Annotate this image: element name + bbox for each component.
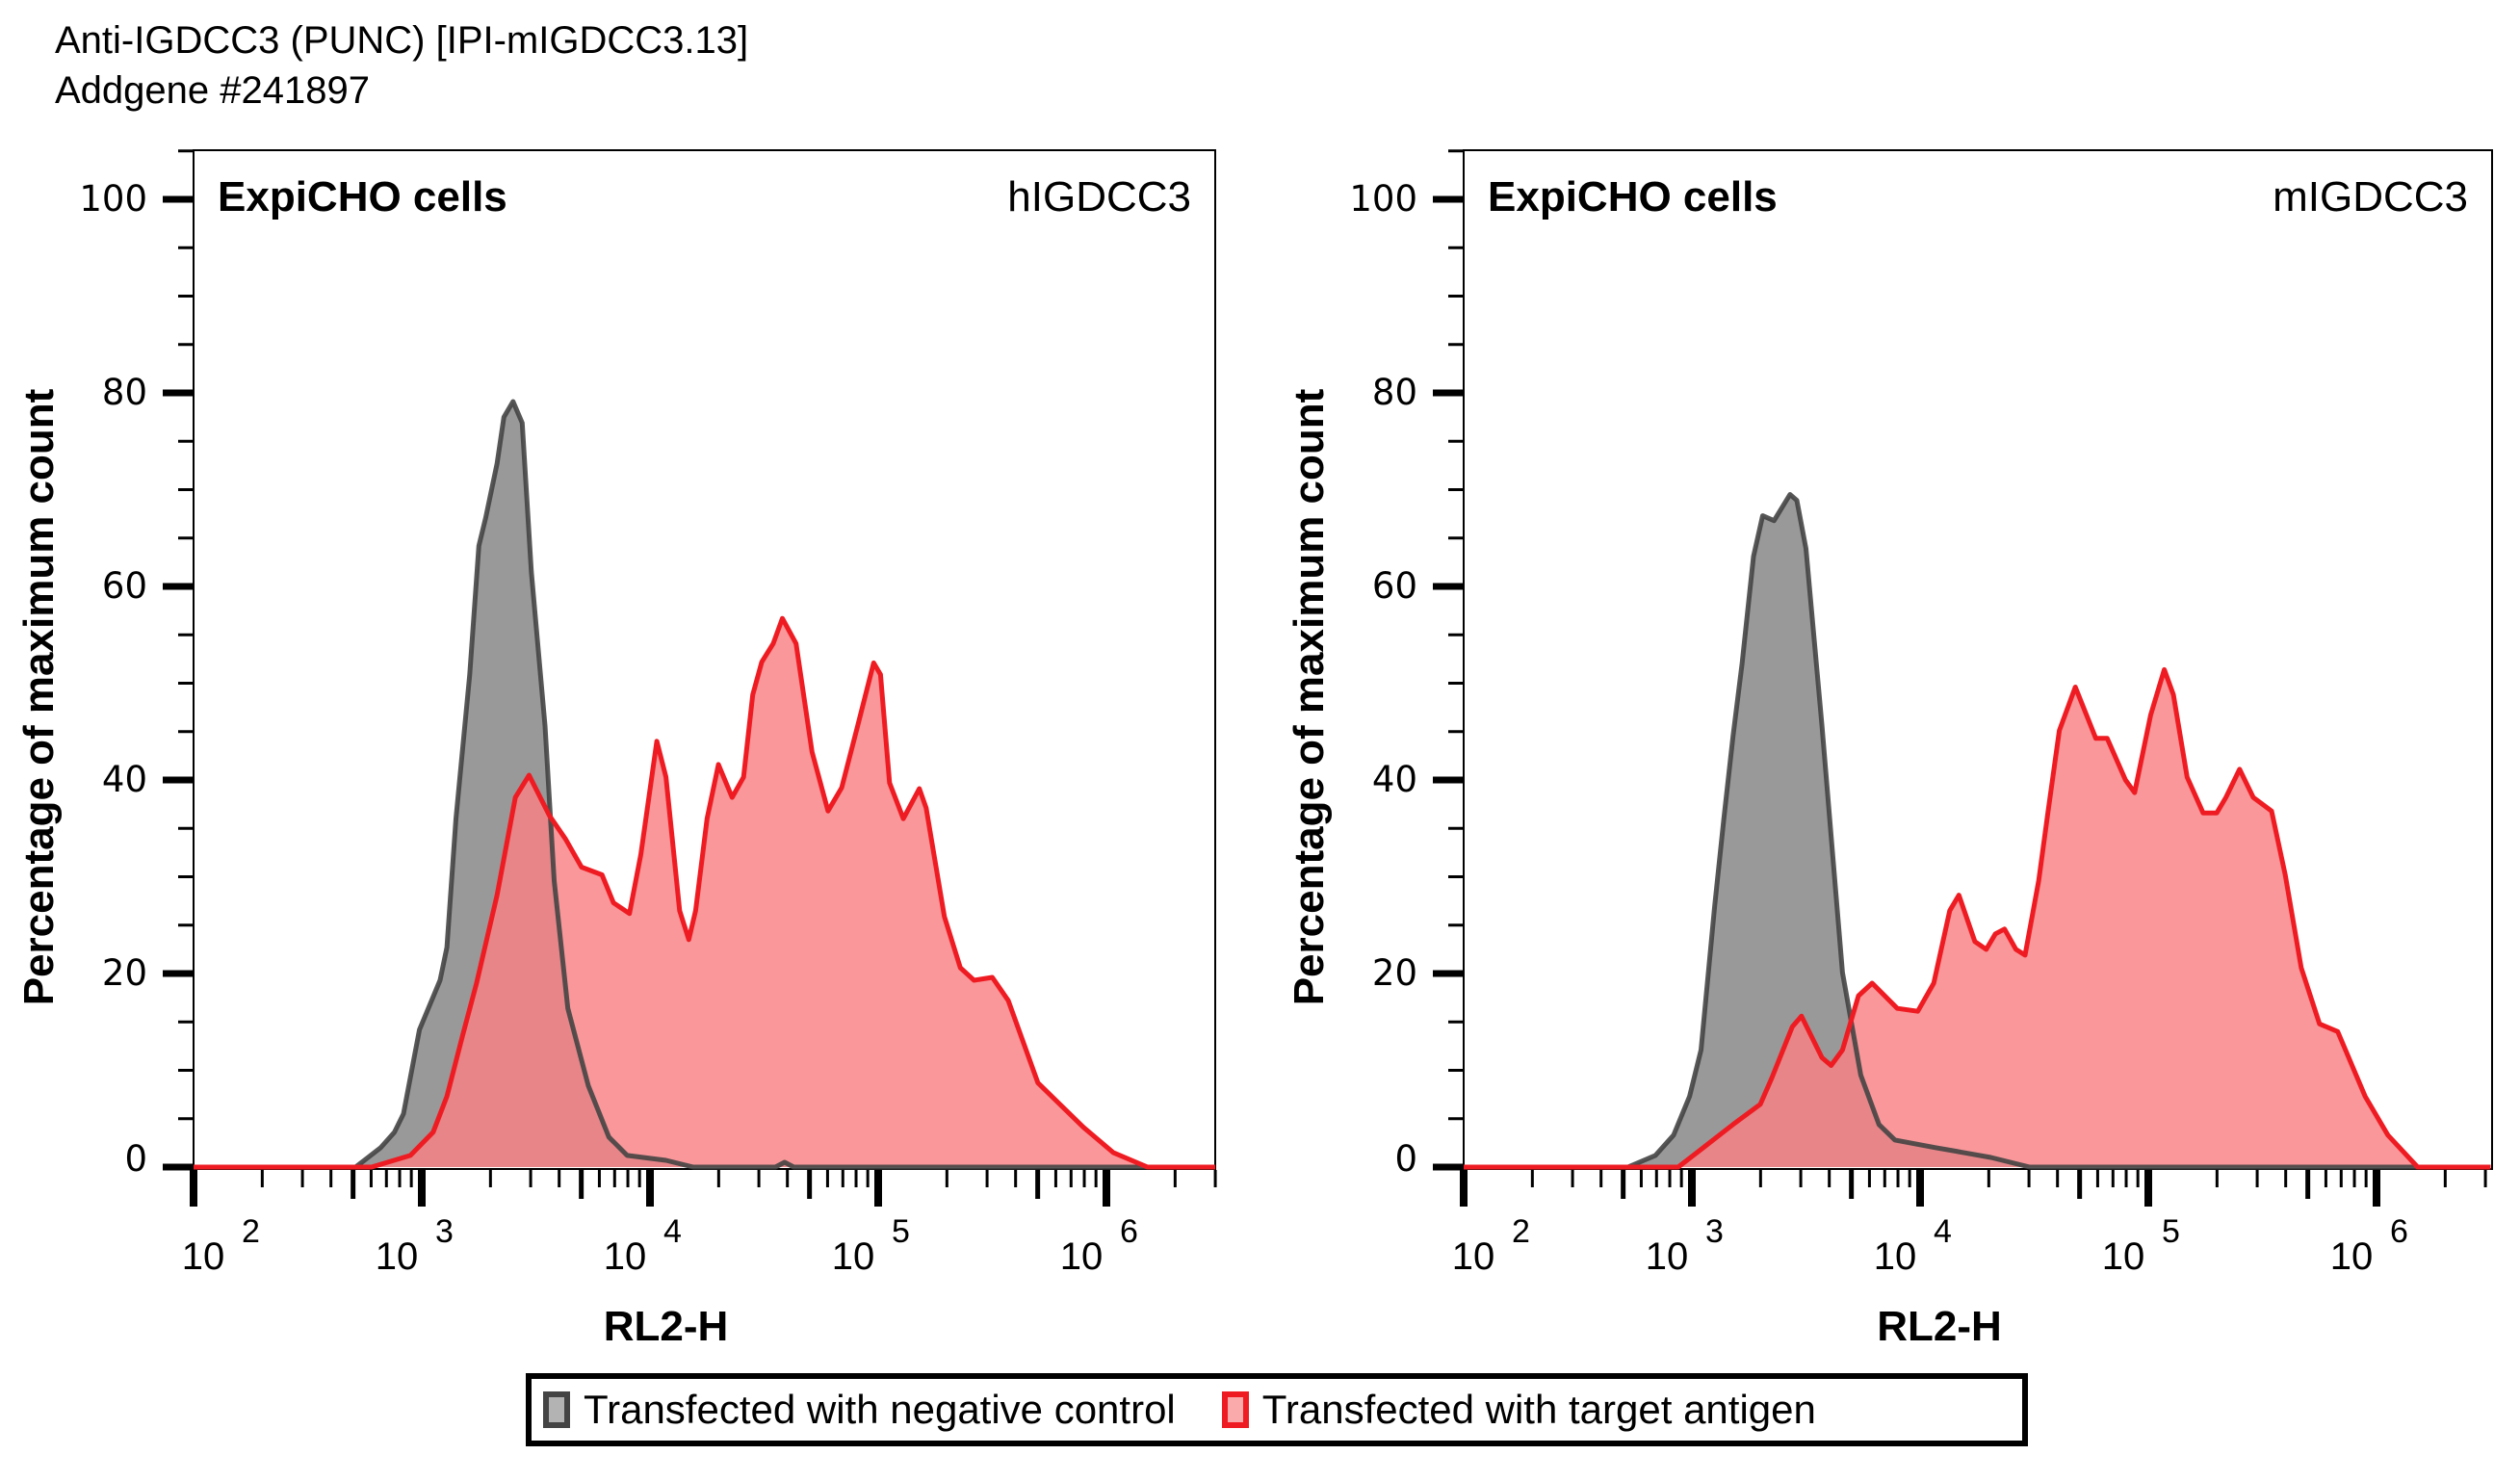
left-y-tick-label: 60 bbox=[102, 565, 147, 607]
left-x-tick-label-exponent: 4 bbox=[663, 1213, 682, 1250]
left-y-axis-label: Percentage of maximum count bbox=[15, 388, 63, 1005]
right-line-negative-control bbox=[1464, 492, 2491, 1170]
right-y-tick-label: 100 bbox=[1349, 178, 1417, 220]
left-cell-type-label: ExpiCHO cells bbox=[218, 173, 507, 221]
left-x-tick-label-base: 10 bbox=[376, 1235, 419, 1278]
right-area-target-antigen bbox=[1464, 669, 2491, 1167]
left-area-target-antigen bbox=[194, 618, 1215, 1167]
left-x-tick-label-base: 10 bbox=[1060, 1235, 1104, 1278]
left-x-axis-label: RL2-H bbox=[604, 1303, 729, 1350]
right-x-tick-label-exponent: 6 bbox=[2390, 1213, 2408, 1250]
left-y-tick-label: 100 bbox=[79, 178, 147, 220]
left-y-tick-label: 80 bbox=[102, 372, 147, 413]
left-x-tick-label-exponent: 3 bbox=[435, 1213, 454, 1250]
left-antigen-label: hIGDCC3 bbox=[1007, 173, 1191, 221]
left-line-target-antigen bbox=[194, 615, 1215, 1170]
right-y-tick-label: 0 bbox=[1394, 1138, 1417, 1180]
right-x-tick-label-base: 10 bbox=[2330, 1235, 2374, 1278]
right-x-tick-label-base: 10 bbox=[1646, 1235, 1689, 1278]
legend-swatch-negative-control bbox=[543, 1391, 570, 1428]
legend-label-negative-control: Transfected with negative control bbox=[584, 1387, 1176, 1432]
right-y-tick-label: 40 bbox=[1372, 759, 1417, 800]
figure-title-line1: Anti-IGDCC3 (PUNC) [IPI-mIGDCC3.13] bbox=[55, 19, 749, 62]
left-x-tick-label-base: 10 bbox=[604, 1235, 647, 1278]
left-x-tick-label-exponent: 5 bbox=[892, 1213, 910, 1250]
right-cell-type-label: ExpiCHO cells bbox=[1488, 173, 1778, 221]
left-x-tick-label-exponent: 6 bbox=[1120, 1213, 1138, 1250]
left-x-tick-label-exponent: 2 bbox=[242, 1213, 260, 1250]
right-x-tick-label-base: 10 bbox=[1452, 1235, 1495, 1278]
legend: Transfected with negative control Transf… bbox=[526, 1373, 2028, 1446]
left-x-tick-label-base: 10 bbox=[832, 1235, 875, 1278]
figure-title-line2: Addgene #241897 bbox=[55, 69, 370, 112]
right-x-tick-label-base: 10 bbox=[1874, 1235, 1917, 1278]
right-x-tick-label-exponent: 3 bbox=[1705, 1213, 1724, 1250]
right-x-axis-label: RL2-H bbox=[1877, 1303, 2002, 1350]
legend-label-target-antigen: Transfected with target antigen bbox=[1261, 1387, 1816, 1432]
right-line-target-antigen bbox=[1464, 666, 2491, 1170]
right-antigen-label: mIGDCC3 bbox=[2273, 173, 2468, 221]
right-y-axis-label: Percentage of maximum count bbox=[1286, 388, 1333, 1005]
right-x-tick-label-exponent: 2 bbox=[1512, 1213, 1530, 1250]
left-line-negative-control bbox=[194, 399, 1215, 1170]
right-x-tick-label-exponent: 5 bbox=[2162, 1213, 2180, 1250]
right-y-tick-label: 20 bbox=[1372, 952, 1417, 994]
legend-item-target-antigen: Transfected with target antigen bbox=[1221, 1387, 1816, 1433]
right-x-tick-label-exponent: 4 bbox=[1934, 1213, 1952, 1250]
left-y-tick-label: 40 bbox=[102, 759, 147, 800]
left-area-negative-control bbox=[194, 402, 1215, 1167]
left-y-tick-label: 0 bbox=[124, 1138, 147, 1180]
figure-title: Anti-IGDCC3 (PUNC) [IPI-mIGDCC3.13] Addg… bbox=[55, 15, 748, 116]
right-y-tick-label: 60 bbox=[1372, 565, 1417, 607]
right-x-tick-label-base: 10 bbox=[2102, 1235, 2145, 1278]
left-y-tick-label: 20 bbox=[102, 952, 147, 994]
left-x-tick-label-base: 10 bbox=[182, 1235, 225, 1278]
right-area-negative-control bbox=[1464, 494, 2491, 1167]
legend-item-negative-control: Transfected with negative control bbox=[543, 1387, 1176, 1433]
right-y-tick-label: 80 bbox=[1372, 372, 1417, 413]
legend-swatch-target-antigen bbox=[1221, 1391, 1249, 1428]
